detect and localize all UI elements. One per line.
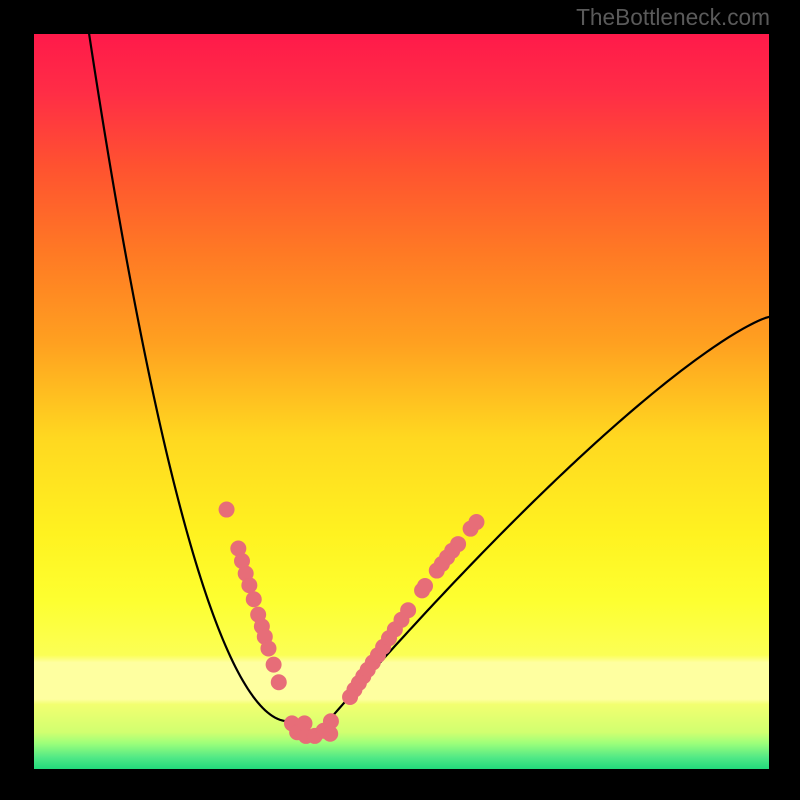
data-marker xyxy=(323,726,338,741)
data-marker xyxy=(266,657,281,672)
data-marker xyxy=(242,578,257,593)
data-marker xyxy=(261,641,276,656)
curve-layer xyxy=(34,34,769,769)
data-marker xyxy=(246,592,261,607)
data-marker xyxy=(271,675,286,690)
bottleneck-curve xyxy=(89,34,769,736)
data-markers xyxy=(219,502,484,743)
chart-stage: TheBottleneck.com xyxy=(0,0,800,800)
data-marker xyxy=(451,537,466,552)
data-marker xyxy=(418,578,433,593)
data-marker xyxy=(469,515,484,530)
data-marker xyxy=(297,716,312,731)
watermark-text: TheBottleneck.com xyxy=(576,4,770,31)
data-marker xyxy=(401,603,416,618)
plot-area xyxy=(34,34,769,769)
data-marker xyxy=(219,502,234,517)
